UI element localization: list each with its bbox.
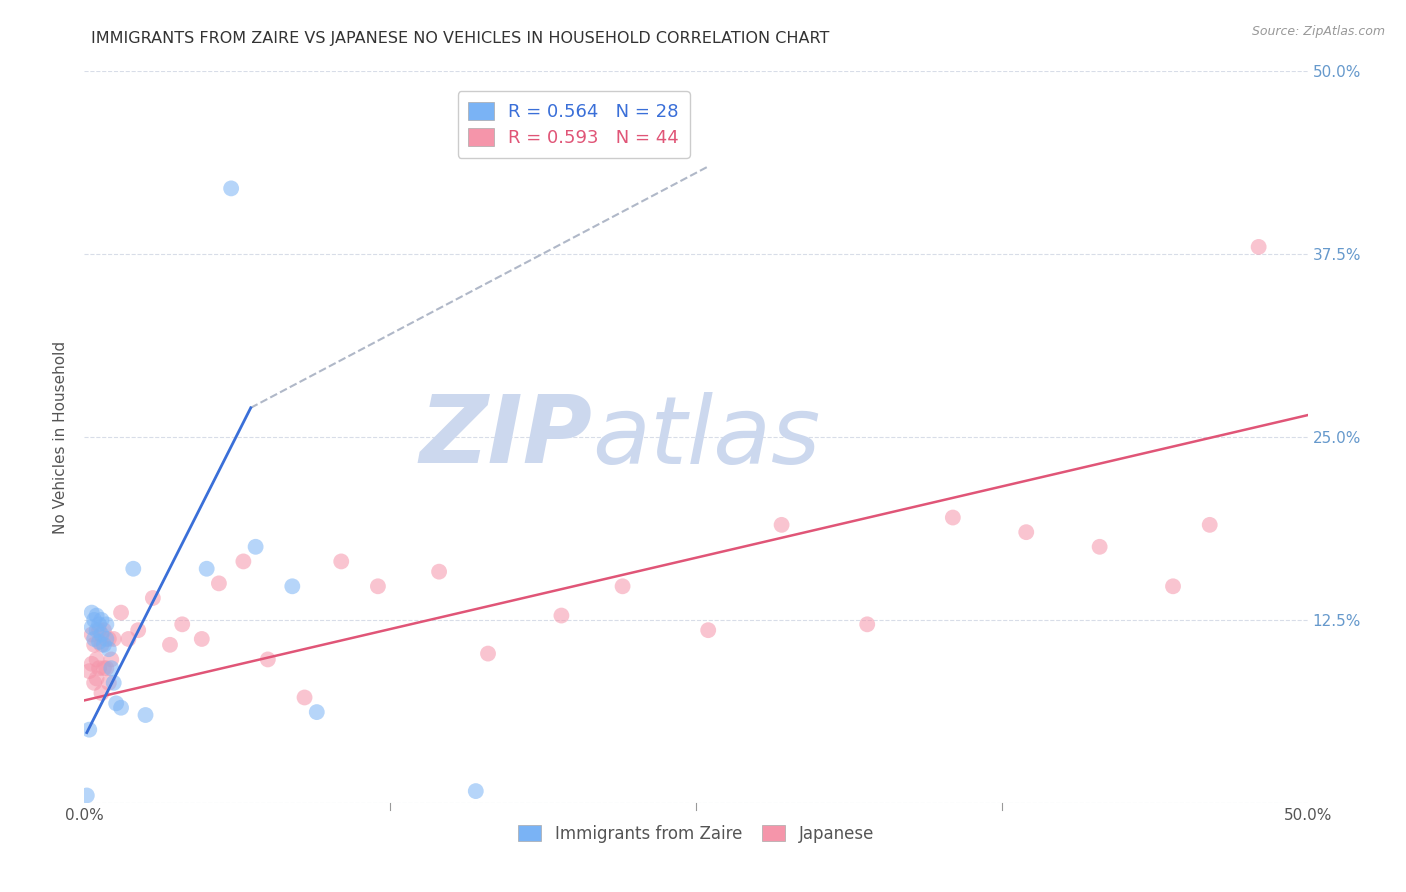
Point [1015,525,1038,540]
Point [367,579,389,593]
Point [83,638,105,652]
Point [257,652,280,666]
Point [770,517,793,532]
Point [90,613,112,627]
Y-axis label: No Vehicles in Household: No Vehicles in Household [53,341,69,533]
Point [87,635,110,649]
Point [76,789,98,803]
Point [86,652,108,666]
Point [122,562,145,576]
Point [1088,540,1111,554]
Text: IMMIGRANTS FROM ZAIRE VS JAPANESE NO VEHICLES IN HOUSEHOLD CORRELATION CHART: IMMIGRANTS FROM ZAIRE VS JAPANESE NO VEH… [91,31,830,46]
Point [1198,517,1220,532]
Point [232,554,254,568]
Point [208,576,231,591]
Point [191,632,214,646]
Point [219,181,242,195]
Point [83,613,105,627]
Point [93,623,115,637]
Text: ZIP: ZIP [419,391,592,483]
Point [86,608,108,623]
Point [1247,240,1270,254]
Point [90,638,112,652]
Point [281,579,304,593]
Legend: Immigrants from Zaire, Japanese: Immigrants from Zaire, Japanese [512,818,880,849]
Point [77,723,100,737]
Point [100,652,122,666]
Point [110,606,132,620]
Point [96,661,118,675]
Point [93,638,115,652]
Point [83,676,105,690]
Text: Source: ZipAtlas.com: Source: ZipAtlas.com [1251,25,1385,38]
Point [80,620,103,634]
Point [330,554,353,568]
Point [97,642,120,657]
Point [245,540,267,554]
Point [77,664,100,678]
Point [477,647,499,661]
Point [97,632,120,646]
Point [90,686,112,700]
Point [96,632,118,646]
Point [294,690,316,705]
Point [135,708,157,723]
Point [195,562,218,576]
Point [1161,579,1184,593]
Point [127,623,149,637]
Point [80,606,103,620]
Point [100,661,122,675]
Point [942,510,965,524]
Point [87,617,110,632]
Point [856,617,879,632]
Point [103,632,125,646]
Point [305,705,328,719]
Point [110,700,132,714]
Point [172,617,194,632]
Point [80,657,103,671]
Point [427,565,450,579]
Point [83,632,105,646]
Point [612,579,634,593]
Text: atlas: atlas [592,392,820,483]
Point [697,623,720,637]
Point [105,696,128,710]
Point [159,638,181,652]
Point [87,623,110,637]
Point [97,676,120,690]
Point [87,661,110,675]
Point [86,672,108,686]
Point [103,676,125,690]
Point [550,608,572,623]
Point [464,784,486,798]
Point [96,617,118,632]
Point [117,632,139,646]
Point [80,627,103,641]
Point [90,627,112,641]
Point [142,591,165,605]
Point [93,661,115,675]
Point [86,623,108,637]
